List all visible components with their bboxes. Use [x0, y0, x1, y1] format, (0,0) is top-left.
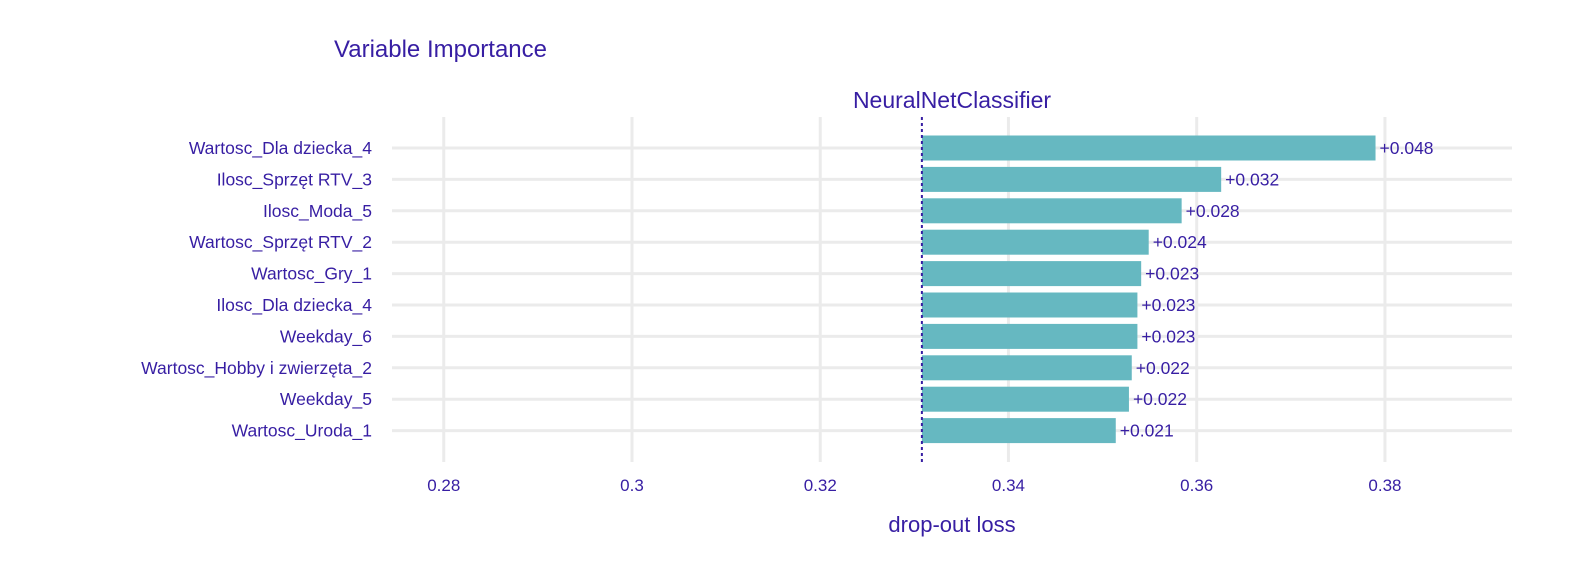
bar-value-label: +0.023 [1141, 295, 1195, 315]
bar-value-label: +0.023 [1141, 326, 1195, 346]
chart-subtitle: NeuralNetClassifier [853, 87, 1051, 113]
bar-value-label: +0.032 [1225, 169, 1279, 189]
y-category-label: Wartosc_Hobby i zwierzęta_2 [141, 358, 372, 379]
bar-value-label: +0.021 [1120, 421, 1174, 441]
x-axis-label: drop-out loss [888, 512, 1015, 537]
y-category-label: Ilosc_Sprzęt RTV_3 [217, 169, 372, 190]
y-category-label: Wartosc_Sprzęt RTV_2 [189, 232, 372, 253]
x-tick-label: 0.3 [620, 476, 644, 495]
label-layer: Wartosc_Dla dziecka_4 +0.048 Ilosc_Sprzęt … [141, 138, 1433, 442]
y-category-label: Ilosc_Dla dziecka_4 [216, 295, 372, 316]
bar-value-label: +0.022 [1133, 389, 1187, 409]
importance-bar [921, 135, 1376, 161]
importance-bar [921, 355, 1132, 381]
bar-value-label: +0.028 [1186, 201, 1240, 221]
importance-bar [921, 229, 1149, 255]
bar-value-label: +0.024 [1153, 232, 1207, 252]
y-category-label: Weekday_5 [280, 389, 372, 410]
importance-bar [921, 386, 1129, 412]
x-axis-ticks: 0.28 0.3 0.32 0.34 0.36 0.38 [427, 476, 1401, 495]
x-tick-label: 0.32 [804, 476, 837, 495]
x-tick-label: 0.28 [427, 476, 460, 495]
y-category-label: Wartosc_Dla dziecka_4 [189, 138, 372, 159]
y-category-label: Wartosc_Uroda_1 [232, 421, 372, 442]
y-category-label: Weekday_6 [280, 326, 372, 347]
importance-bar [921, 418, 1116, 444]
x-tick-label: 0.36 [1180, 476, 1213, 495]
importance-bar [921, 261, 1142, 287]
chart-title: Variable Importance [334, 36, 547, 63]
x-tick-label: 0.34 [992, 476, 1025, 495]
bar-value-label: +0.023 [1145, 264, 1199, 284]
importance-bar [921, 323, 1138, 349]
y-category-label: Wartosc_Gry_1 [251, 264, 372, 285]
bar-layer [921, 135, 1376, 444]
importance-bar [921, 292, 1138, 318]
bar-value-label: +0.048 [1380, 138, 1434, 158]
bar-value-label: +0.022 [1136, 358, 1190, 378]
y-category-label: Ilosc_Moda_5 [263, 201, 372, 222]
importance-bar [921, 198, 1182, 224]
importance-bar [921, 166, 1222, 192]
x-tick-label: 0.38 [1368, 476, 1401, 495]
